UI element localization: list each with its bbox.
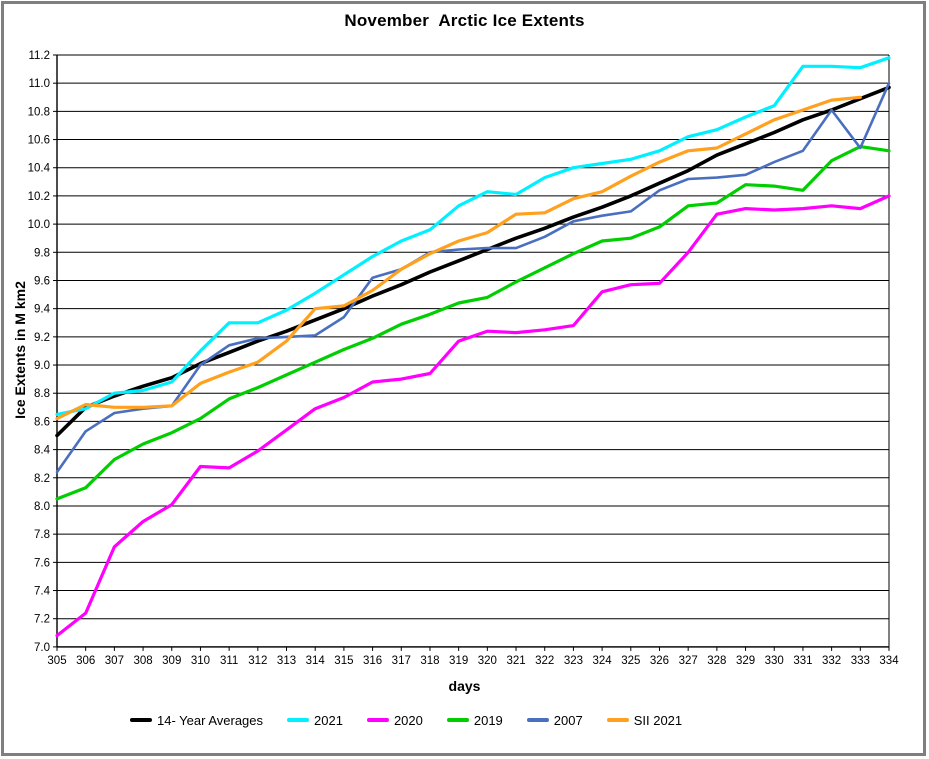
series-line-14-year-averages	[55, 85, 891, 438]
y-tick-label: 8.2	[34, 473, 50, 485]
x-tick-label: 318	[420, 655, 439, 667]
legend-swatch	[606, 718, 629, 722]
y-tick-label: 10.2	[28, 191, 50, 203]
plot-area: 7.0 7.2 7.4 7.6 7.8 8.0 8.2 8.4 8.6 8.8 9.0 9.2 9.4 9…	[28, 50, 900, 667]
y-tick-label: 7.4	[34, 586, 51, 598]
series-line-2021	[55, 56, 891, 416]
legend-swatch	[287, 718, 310, 722]
x-tick-label: 309	[162, 655, 181, 667]
x-tick-label: 334	[879, 655, 899, 667]
x-tick-label: 312	[248, 655, 267, 667]
legend-label: 14- Year Averages	[157, 712, 264, 728]
x-tick-label: 321	[506, 655, 525, 667]
x-tick-label: 328	[707, 655, 726, 667]
x-tick-label: 331	[793, 655, 812, 667]
series-line-2020	[55, 194, 891, 638]
y-tick-label: 9.8	[34, 247, 50, 259]
legend-label: 2007	[553, 712, 583, 728]
y-tick-label: 10.6	[28, 135, 50, 147]
legend-swatch	[526, 718, 549, 722]
y-tick-label: 8.4	[34, 445, 51, 457]
y-tick-label: 9.2	[34, 332, 50, 344]
x-tick-label: 314	[306, 655, 326, 667]
series-line-sii-2021	[55, 95, 862, 421]
y-tick-label: 11.2	[28, 50, 50, 62]
y-tick-label: 11.0	[28, 78, 50, 90]
y-tick-label: 7.8	[34, 529, 50, 541]
x-tick-label: 330	[765, 655, 784, 667]
x-tick-label: 315	[334, 655, 353, 667]
x-tick-label: 322	[535, 655, 554, 667]
x-tick-label: 332	[822, 655, 841, 667]
x-tick-label: 305	[47, 655, 66, 667]
x-tick-label: 317	[392, 655, 411, 667]
y-tick-label: 9.6	[34, 275, 50, 287]
legend-item-2007: 2007	[526, 712, 583, 728]
y-tick-label: 8.6	[34, 416, 50, 428]
y-tick-label: 8.0	[34, 501, 50, 513]
x-tick-label: 324	[593, 655, 613, 667]
x-tick-label: 325	[621, 655, 640, 667]
legend-item-2019: 2019	[446, 712, 503, 728]
x-tick-label: 306	[76, 655, 95, 667]
series-line-2019	[55, 145, 891, 501]
x-tick-label: 320	[478, 655, 497, 667]
x-tick-label: 327	[679, 655, 698, 667]
y-tick-label: 10.8	[28, 106, 50, 118]
x-tick-label: 323	[564, 655, 583, 667]
y-tick-label: 7.6	[34, 557, 50, 569]
x-tick-label: 307	[105, 655, 124, 667]
y-tick-label: 7.0	[34, 642, 50, 654]
y-tick-label: 10.0	[28, 219, 50, 231]
legend-label: 2019	[473, 712, 503, 728]
x-tick-label: 311	[220, 655, 238, 667]
x-tick-label: 308	[133, 655, 152, 667]
x-tick-label: 326	[650, 655, 669, 667]
x-tick-label: 310	[191, 655, 210, 667]
legend-label: 2020	[393, 712, 423, 728]
legend-swatch	[446, 718, 469, 722]
legend-item-14-year-averages: 14- Year Averages	[130, 713, 263, 728]
chart-title: November Arctic Ice Extents	[344, 11, 585, 30]
y-tick-label: 10.4	[28, 163, 51, 175]
x-tick-label: 313	[277, 655, 296, 667]
x-tick-label: 333	[851, 655, 870, 667]
x-tick-label: 329	[736, 655, 755, 667]
x-tick-label: 316	[363, 655, 382, 667]
y-tick-label: 8.8	[34, 388, 50, 400]
y-tick-label: 9.0	[34, 360, 50, 372]
legend-item-2020: 2020	[366, 712, 423, 728]
series-line-2007	[55, 81, 891, 474]
legend-label: SII 2021	[633, 712, 683, 728]
y-tick-label: 7.2	[34, 614, 50, 626]
legend-label: 2021	[314, 712, 343, 728]
x-axis-title: days	[448, 678, 481, 694]
x-tick-label: 319	[449, 655, 468, 667]
legend-item-sii-2021: SII 2021	[606, 712, 683, 728]
legend: 14- Year Averages 2021 2020 2019 2007 SII 202…	[130, 710, 682, 730]
legend-item-2021: 2021	[287, 713, 343, 728]
y-tick-label: 9.4	[34, 304, 51, 316]
legend-swatch	[130, 718, 152, 722]
legend-swatch	[366, 718, 389, 722]
